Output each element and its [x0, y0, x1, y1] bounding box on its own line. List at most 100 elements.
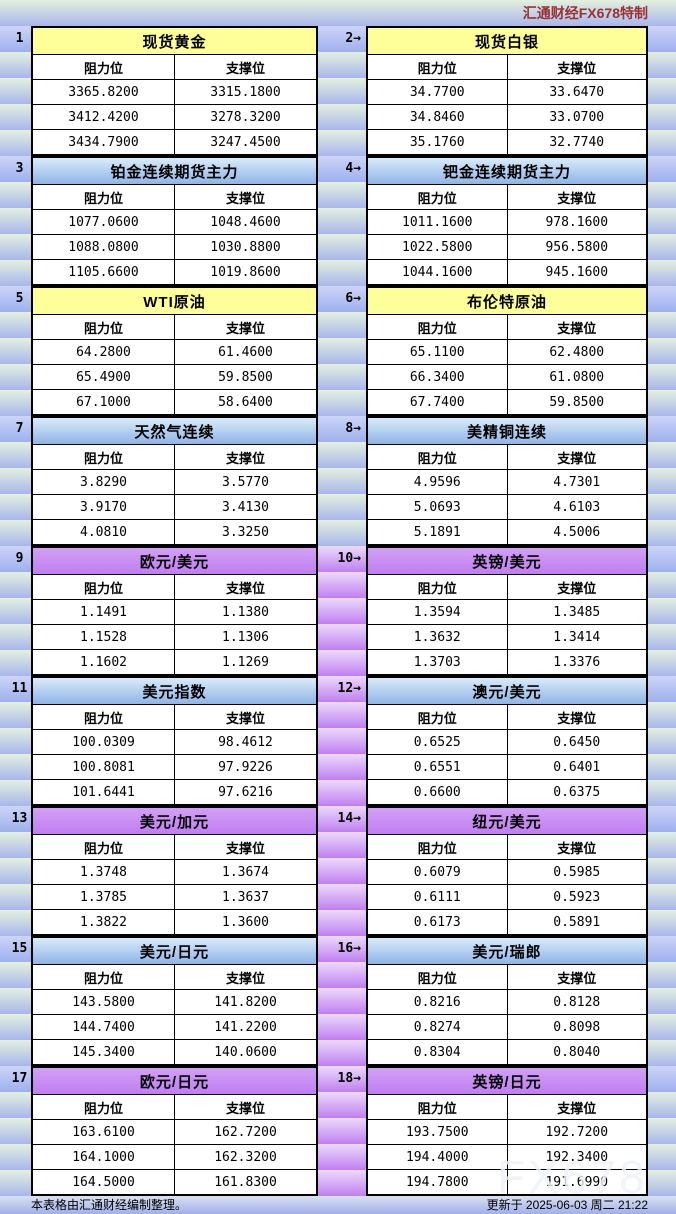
table-row: 163.6100 162.7200: [33, 1119, 316, 1144]
resistance-value: 34.8460: [409, 109, 465, 125]
block-index-label: 12→: [337, 681, 361, 696]
column-header-row: 阻力位 支撑位: [368, 314, 646, 339]
support-column-header: 支撑位: [174, 705, 316, 729]
table-row: 0.6111 0.5923: [368, 884, 646, 909]
block-index-label: 14→: [337, 811, 361, 826]
column-header-row: 阻力位 支撑位: [33, 184, 316, 209]
resistance-value: 35.1760: [409, 134, 465, 150]
support-column-header: 支撑位: [506, 55, 647, 79]
support-value: 1.3637: [174, 885, 316, 909]
instrument-block: 布伦特原油 阻力位 支撑位 65.1100 62.4800 66.3400 61…: [366, 286, 648, 416]
table-row: 35.1760 32.7740: [368, 129, 646, 154]
resistance-value: 34.7700: [409, 84, 465, 100]
resistance-value: 145.3400: [72, 1044, 135, 1060]
footer-source-note: 本表格由汇通财经编制整理。: [31, 1198, 188, 1212]
support-value: 33.0700: [506, 105, 647, 129]
support-value: 3.4130: [174, 495, 316, 519]
table-row: 1022.5800 956.5800: [368, 234, 646, 259]
table-row: 164.1000 162.3200: [33, 1144, 316, 1169]
instrument-block: 欧元/日元 阻力位 支撑位 163.6100 162.7200 164.1000…: [31, 1066, 318, 1196]
table-row: 0.6079 0.5985: [368, 859, 646, 884]
instrument-title: 铂金连续期货主力: [33, 158, 316, 184]
block-index-label: 4→: [345, 161, 361, 176]
block-index-label: 9: [15, 551, 24, 566]
resistance-column-header: 阻力位: [417, 970, 457, 986]
support-value: 1019.8600: [174, 260, 316, 284]
resistance-value: 1.3748: [80, 864, 127, 880]
table-row: 67.7400 59.8500: [368, 389, 646, 414]
block-index-label: 1: [15, 31, 24, 46]
support-value: 3315.1800: [174, 80, 316, 104]
support-value: 32.7740: [506, 130, 647, 154]
resistance-column-header: 阻力位: [83, 450, 123, 466]
support-value: 1048.4600: [174, 210, 316, 234]
resistance-value: 194.7800: [405, 1174, 469, 1190]
table-row: 144.7400 141.2200: [33, 1014, 316, 1039]
resistance-column-header: 阻力位: [417, 190, 457, 206]
instrument-block: 天然气连续 阻力位 支撑位 3.8290 3.5770 3.9170 3.413…: [31, 416, 318, 546]
table-row: 0.8274 0.8098: [368, 1014, 646, 1039]
resistance-value: 1.3822: [80, 914, 127, 930]
instrument-title: 纽元/美元: [368, 808, 646, 834]
support-value: 0.5891: [506, 910, 647, 934]
table-row: 164.5000 161.8300: [33, 1169, 316, 1194]
instrument-block: 纽元/美元 阻力位 支撑位 0.6079 0.5985 0.6111 0.592…: [366, 806, 648, 936]
column-header-row: 阻力位 支撑位: [368, 54, 646, 79]
resistance-value: 4.0810: [80, 524, 127, 540]
resistance-column-header: 阻力位: [83, 60, 123, 76]
column-header-row: 阻力位 支撑位: [368, 964, 646, 989]
resistance-value: 0.6600: [413, 784, 461, 800]
instrument-title: 澳元/美元: [368, 678, 646, 704]
resistance-value: 1105.6600: [68, 264, 139, 280]
resistance-value: 0.6551: [413, 759, 461, 775]
support-column-header: 支撑位: [506, 185, 647, 209]
support-value: 1.1306: [174, 625, 316, 649]
table-row: 65.4900 59.8500: [33, 364, 316, 389]
resistance-value: 1.3703: [413, 654, 461, 670]
instrument-block: WTI原油 阻力位 支撑位 64.2800 61.4600 65.4900 59…: [31, 286, 318, 416]
support-value: 0.8098: [506, 1015, 647, 1039]
support-value: 4.6103: [506, 495, 647, 519]
table-row: 0.6600 0.6375: [368, 779, 646, 804]
support-value: 0.5923: [506, 885, 647, 909]
support-value: 0.8040: [506, 1040, 647, 1064]
resistance-value: 0.6173: [413, 914, 461, 930]
table-row: 1.1528 1.1306: [33, 624, 316, 649]
resistance-value: 100.0309: [72, 734, 135, 750]
block-index-label: 6→: [345, 291, 361, 306]
support-value: 3.3250: [174, 520, 316, 544]
support-column-header: 支撑位: [174, 1095, 316, 1119]
table-row: 1.3748 1.3674: [33, 859, 316, 884]
column-header-row: 阻力位 支撑位: [368, 1094, 646, 1119]
column-header-row: 阻力位 支撑位: [33, 964, 316, 989]
resistance-value: 67.1000: [76, 394, 131, 410]
support-value: 59.8500: [506, 390, 647, 414]
table-row: 4.0810 3.3250: [33, 519, 316, 544]
support-value: 3.5770: [174, 470, 316, 494]
resistance-column-header: 阻力位: [417, 60, 457, 76]
resistance-column-header: 阻力位: [83, 1100, 123, 1116]
support-value: 0.5985: [506, 860, 647, 884]
table-row: 1.3594 1.3485: [368, 599, 646, 624]
resistance-column-header: 阻力位: [83, 320, 123, 336]
instrument-block: 英镑/日元 阻力位 支撑位 193.7500 192.7200 194.4000…: [366, 1066, 648, 1196]
resistance-value: 101.6441: [72, 784, 135, 800]
support-value: 0.8128: [506, 990, 647, 1014]
support-value: 1.3485: [506, 600, 647, 624]
support-value: 98.4612: [174, 730, 316, 754]
instrument-block: 美元/加元 阻力位 支撑位 1.3748 1.3674 1.3785 1.363…: [31, 806, 318, 936]
support-value: 3247.4500: [174, 130, 316, 154]
resistance-value: 5.0693: [413, 499, 461, 515]
table-row: 3365.8200 3315.1800: [33, 79, 316, 104]
brand-caption: 汇通财经FX678特制: [522, 5, 648, 21]
resistance-value: 143.5800: [72, 994, 135, 1010]
column-header-row: 阻力位 支撑位: [33, 1094, 316, 1119]
instrument-block: 现货白银 阻力位 支撑位 34.7700 33.6470 34.8460 33.…: [366, 26, 648, 156]
resistance-value: 0.6111: [413, 889, 461, 905]
resistance-value: 164.1000: [72, 1149, 135, 1165]
support-column-header: 支撑位: [174, 445, 316, 469]
resistance-value: 194.4000: [405, 1149, 469, 1165]
table-row: 3.9170 3.4130: [33, 494, 316, 519]
support-value: 1.1269: [174, 650, 316, 674]
instrument-title: WTI原油: [33, 288, 316, 314]
